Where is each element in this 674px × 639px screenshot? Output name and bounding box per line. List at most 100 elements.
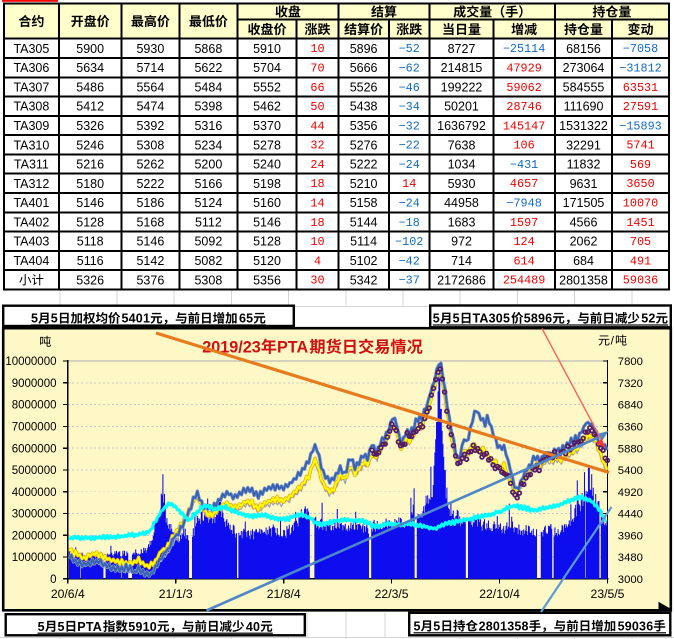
svg-text:−24: −24 (399, 197, 420, 211)
svg-text:254489: 254489 (503, 274, 545, 288)
svg-text:−42: −42 (399, 254, 420, 268)
svg-text:4: 4 (314, 254, 321, 268)
svg-text:5704: 5704 (253, 61, 281, 75)
svg-text:TA404: TA404 (13, 254, 49, 268)
svg-text:65: 65 (239, 312, 253, 326)
svg-text:52: 52 (641, 312, 655, 326)
svg-text:5: 5 (433, 312, 440, 326)
svg-text:−24: −24 (399, 158, 420, 172)
svg-text:23/5/5: 23/5/5 (591, 587, 625, 601)
svg-text:5092: 5092 (194, 235, 222, 249)
svg-text:5714: 5714 (136, 61, 164, 75)
svg-text:5: 5 (51, 312, 58, 326)
svg-text:106: 106 (513, 139, 534, 153)
svg-text:TA307: TA307 (13, 80, 49, 94)
svg-text:7000000: 7000000 (12, 422, 57, 434)
svg-text:7800: 7800 (618, 356, 643, 368)
svg-text:0: 0 (50, 574, 56, 586)
svg-text:2000000: 2000000 (12, 530, 57, 542)
svg-text:PTA: PTA (77, 620, 102, 634)
svg-text:24: 24 (310, 158, 324, 172)
svg-text:1451: 1451 (626, 216, 654, 230)
svg-text:59062: 59062 (506, 81, 541, 95)
svg-text:1531322: 1531322 (559, 119, 608, 133)
svg-text:2019/23: 2019/23 (202, 339, 261, 357)
svg-text:3000000: 3000000 (12, 509, 57, 521)
svg-text:5401: 5401 (122, 312, 151, 326)
svg-text:44958: 44958 (444, 196, 479, 210)
svg-text:5741: 5741 (626, 139, 654, 153)
svg-text:5160: 5160 (253, 196, 281, 210)
svg-text:5124: 5124 (194, 196, 222, 210)
svg-text:TA310: TA310 (13, 138, 49, 152)
svg-text:−62: −62 (399, 62, 420, 76)
svg-text:5142: 5142 (136, 254, 164, 268)
svg-text:10070: 10070 (623, 197, 658, 211)
svg-text:5868: 5868 (194, 42, 222, 56)
svg-text:5412: 5412 (76, 100, 104, 114)
svg-text:5120: 5120 (253, 254, 281, 268)
svg-text:−31812: −31812 (619, 62, 661, 76)
svg-text:5146: 5146 (253, 215, 281, 229)
svg-text:684: 684 (573, 254, 594, 268)
svg-text:5900: 5900 (76, 42, 104, 56)
svg-text:5: 5 (433, 619, 440, 633)
svg-text:−18: −18 (399, 216, 420, 230)
svg-text:171505: 171505 (563, 196, 605, 210)
svg-text:5392: 5392 (136, 119, 164, 133)
svg-text:214815: 214815 (441, 61, 483, 75)
svg-text:5186: 5186 (136, 196, 164, 210)
svg-text:5128: 5128 (76, 215, 104, 229)
svg-text:TA403: TA403 (13, 235, 49, 249)
svg-text:5278: 5278 (253, 138, 281, 152)
svg-text:21/1/3: 21/1/3 (159, 587, 193, 601)
svg-text:−25114: −25114 (503, 42, 545, 56)
svg-text:273064: 273064 (563, 61, 605, 75)
svg-text:27591: 27591 (623, 100, 658, 114)
svg-text:5326: 5326 (76, 273, 104, 287)
svg-text:584555: 584555 (563, 80, 605, 94)
svg-text:6840: 6840 (618, 400, 643, 412)
svg-text:5210: 5210 (350, 177, 378, 191)
svg-text:28746: 28746 (506, 100, 541, 114)
svg-text:−102: −102 (395, 235, 423, 249)
svg-text:18: 18 (310, 177, 324, 191)
svg-text:5398: 5398 (194, 100, 222, 114)
svg-text:66: 66 (310, 81, 324, 95)
svg-text:5326: 5326 (76, 119, 104, 133)
svg-text:5112: 5112 (195, 215, 222, 229)
svg-text:972: 972 (451, 235, 472, 249)
svg-text:5634: 5634 (76, 61, 104, 75)
svg-text:1636792: 1636792 (437, 119, 486, 133)
svg-text:TA305: TA305 (473, 312, 511, 326)
svg-text:5222: 5222 (136, 177, 164, 191)
svg-text:5342: 5342 (350, 273, 378, 287)
svg-text:21/8/4: 21/8/4 (267, 587, 301, 601)
svg-text:−46: −46 (399, 81, 420, 95)
svg-text:5: 5 (31, 312, 38, 326)
svg-text:2801358: 2801358 (559, 273, 608, 287)
svg-text:5666: 5666 (350, 61, 378, 75)
svg-text:4000000: 4000000 (12, 487, 57, 499)
svg-text:−7948: −7948 (506, 197, 541, 211)
svg-text:111690: 111690 (564, 100, 604, 114)
svg-text:68156: 68156 (566, 42, 601, 56)
svg-text:14: 14 (402, 177, 416, 191)
svg-text:50201: 50201 (444, 100, 479, 114)
svg-text:5438: 5438 (350, 100, 378, 114)
svg-text:4440: 4440 (618, 509, 643, 521)
svg-text:PTA: PTA (277, 339, 308, 357)
svg-text:5000000: 5000000 (12, 465, 57, 477)
svg-text:5146: 5146 (76, 196, 104, 210)
svg-text:63531: 63531 (623, 81, 658, 95)
svg-text:4657: 4657 (510, 177, 538, 191)
svg-text:5930: 5930 (136, 42, 164, 56)
svg-text:32: 32 (310, 139, 324, 153)
svg-text:22/3/5: 22/3/5 (375, 587, 409, 601)
svg-text:TA402: TA402 (13, 215, 49, 229)
svg-text:5158: 5158 (350, 196, 378, 210)
svg-text:5166: 5166 (194, 177, 222, 191)
svg-text:9000000: 9000000 (12, 378, 57, 390)
svg-text:5316: 5316 (194, 119, 222, 133)
svg-text:7638: 7638 (448, 138, 476, 152)
